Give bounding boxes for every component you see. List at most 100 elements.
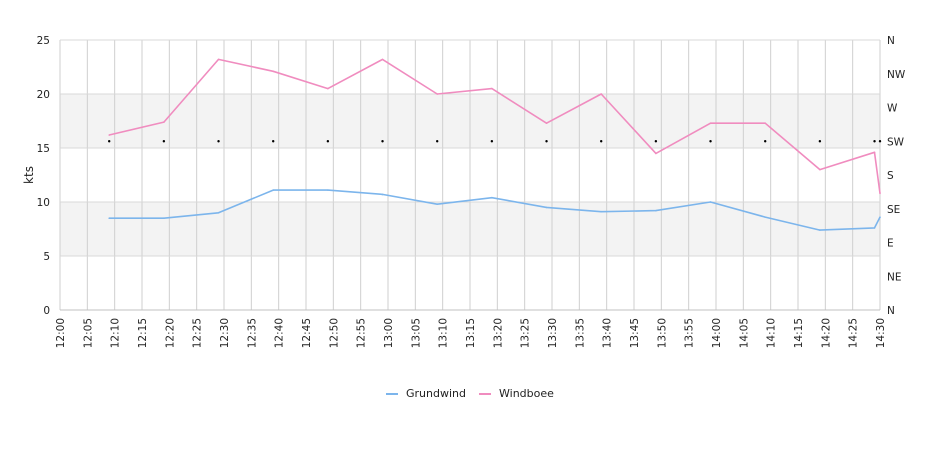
data-point (108, 134, 110, 136)
data-point (545, 206, 548, 209)
x-tick-label: 12:25 (192, 318, 204, 348)
x-tick-label: 12:00 (55, 318, 67, 348)
x-tick-label: 14:10 (766, 318, 778, 348)
data-point (436, 203, 439, 205)
x-tick-label: 14:00 (711, 318, 723, 348)
legend-label: Windboee (499, 387, 554, 400)
data-point (764, 122, 766, 124)
x-tick-label: 12:50 (328, 318, 340, 348)
y-axis-title: kts (22, 166, 36, 184)
x-tick-label: 13:20 (492, 318, 504, 348)
data-point (217, 212, 220, 214)
x-tick-label: 12:30 (219, 318, 231, 348)
y-tick-label: 20 (37, 89, 50, 101)
x-tick-label: 12:10 (110, 318, 122, 348)
x-tick-label: 12:35 (246, 318, 258, 348)
y2-tick-label: N (887, 35, 895, 47)
direction-point (873, 140, 876, 143)
data-point (108, 217, 110, 219)
data-point (217, 58, 220, 61)
x-tick-label: 13:50 (656, 318, 668, 348)
direction-point (545, 140, 548, 143)
y2-tick-label: SE (887, 204, 900, 216)
y-axis: 0 5 10 15 20 25 (37, 35, 50, 317)
x-tick-label: 12:20 (164, 318, 176, 348)
direction-point (272, 140, 275, 143)
data-point (655, 209, 657, 212)
x-tick-label: 13:55 (684, 318, 696, 348)
x-tick-label: 13:25 (520, 318, 532, 348)
y-tick-label: 25 (37, 35, 50, 47)
direction-point (764, 140, 767, 143)
x-tick-label: 12:40 (274, 318, 286, 348)
direction-point (162, 140, 166, 143)
direction-point (436, 140, 439, 143)
data-point (436, 93, 439, 95)
data-point (600, 93, 602, 95)
legend[interactable]: Grundwind Windboee (386, 387, 554, 400)
data-point (819, 229, 821, 231)
data-point (819, 168, 821, 171)
data-point (381, 58, 384, 61)
y-tick-label: 10 (37, 197, 50, 209)
vertical-gridlines (59, 40, 881, 310)
x-tick-label: 12:05 (82, 318, 94, 348)
direction-point (381, 140, 384, 143)
data-point (873, 227, 876, 229)
data-point (709, 201, 712, 203)
data-point (545, 122, 548, 124)
data-point (873, 151, 876, 154)
direction-point (818, 140, 822, 143)
data-point (327, 87, 329, 90)
direction-point (709, 140, 712, 143)
y-tick-label: 15 (37, 143, 50, 155)
data-point (709, 122, 712, 124)
y-tick-label: 5 (43, 251, 50, 263)
data-point (381, 193, 384, 196)
x-axis: 12:00 12:05 12:10 12:15 12:20 12:25 12:30 12:35… (55, 318, 887, 348)
series-line-windboee (109, 58, 881, 194)
x-tick-label: 12:55 (356, 318, 368, 348)
direction-point (654, 140, 658, 143)
horizontal-gridlines (60, 39, 880, 311)
x-tick-label: 14:20 (820, 318, 832, 348)
y2-tick-label: NW (887, 69, 906, 81)
direction-point (326, 140, 330, 143)
x-tick-label: 13:10 (438, 318, 450, 348)
y2-tick-label: W (887, 103, 898, 115)
legend-label: Grundwind (406, 387, 466, 400)
legend-item-grundwind[interactable]: Grundwind (386, 387, 466, 400)
y2-tick-label: N (887, 305, 895, 317)
data-point (764, 216, 766, 218)
data-point (600, 210, 602, 213)
y2-tick-label: SW (887, 136, 905, 148)
data-point (272, 189, 275, 191)
x-tick-label: 13:45 (629, 318, 641, 348)
data-point (879, 192, 881, 195)
direction-point (217, 140, 220, 143)
x-tick-label: 13:15 (465, 318, 477, 348)
direction-point (878, 140, 882, 143)
direction-point (600, 140, 603, 143)
x-tick-label: 13:40 (602, 318, 614, 348)
x-tick-label: 12:15 (137, 318, 149, 348)
x-tick-label: 14:30 (875, 318, 887, 348)
legend-item-windboee[interactable]: Windboee (479, 387, 554, 400)
data-point (163, 121, 165, 123)
data-point (655, 152, 657, 155)
data-point (491, 87, 493, 90)
y2-axis: N NW W SW S SE E NE N (887, 35, 906, 317)
x-tick-label: 13:00 (383, 318, 395, 348)
y2-tick-label: NE (887, 271, 902, 283)
series-layer (108, 58, 882, 231)
series-line-grundwind (109, 189, 881, 231)
x-tick-label: 13:35 (574, 318, 586, 348)
direction-point (490, 140, 494, 143)
x-tick-label: 14:25 (848, 318, 860, 348)
data-point (491, 196, 493, 199)
x-tick-label: 13:05 (410, 318, 422, 348)
data-point (272, 70, 275, 73)
x-tick-label: 14:15 (793, 318, 805, 348)
